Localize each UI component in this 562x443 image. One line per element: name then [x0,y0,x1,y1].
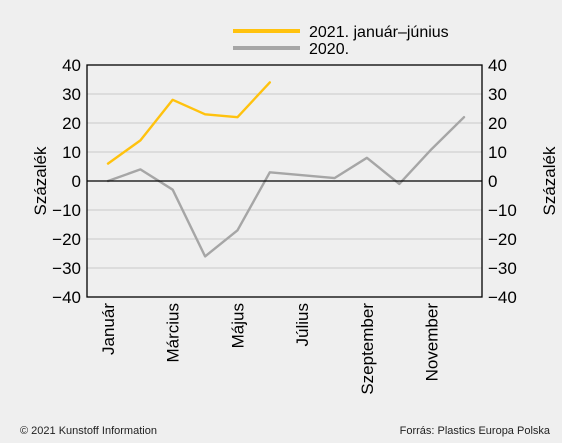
y-tick-label: −30 [52,259,81,278]
y-tick-label: 20 [62,114,81,133]
source-text: Forrás: Plastics Europa Polska [399,425,550,437]
x-tick-label: Július [293,303,312,346]
series-lines [106,81,466,258]
y-axis-label-left: Százalék [31,146,50,215]
y-tick-label: 30 [62,85,81,104]
x-tick-label: Március [164,303,183,363]
y-tick-label: 10 [62,143,81,162]
y-tick-label: 40 [62,56,81,75]
y-tick-label: −20 [488,230,517,249]
series-line [106,115,466,258]
y-tick-label: 30 [488,85,507,104]
y-tick-label: −30 [488,259,517,278]
y-tick-label: 10 [488,143,507,162]
y-axis-label-right: Százalék [540,146,559,215]
y-tick-label: −40 [488,288,517,307]
y-axis-right: 40 30 20 10 0 −10 −20 −30 −40 [488,56,517,307]
y-tick-label: 0 [488,172,497,191]
y-tick-label: −40 [52,288,81,307]
x-tick-label: Május [228,303,247,348]
y-tick-label: −10 [52,201,81,220]
plot-frame [86,64,483,298]
legend-label: 2021. január–június [309,24,449,41]
copyright-text: © 2021 Kunstoff Information [20,425,157,437]
x-tick-label: Szeptember [358,303,377,395]
y-tick-label: 40 [488,56,507,75]
x-axis: Január Március Május Július Szeptember Novemb… [99,303,442,395]
y-tick-label: 0 [72,172,81,191]
y-tick-label: −20 [52,230,81,249]
x-tick-label: Január [99,303,118,355]
y-axis-left: 40 30 20 10 0 −10 −20 −30 −40 [52,56,81,307]
legend-label: 2020. [309,41,349,58]
x-tick-label: November [423,303,442,382]
series-line [106,81,271,165]
y-tick-label: −10 [488,201,517,220]
y-tick-label: 20 [488,114,507,133]
